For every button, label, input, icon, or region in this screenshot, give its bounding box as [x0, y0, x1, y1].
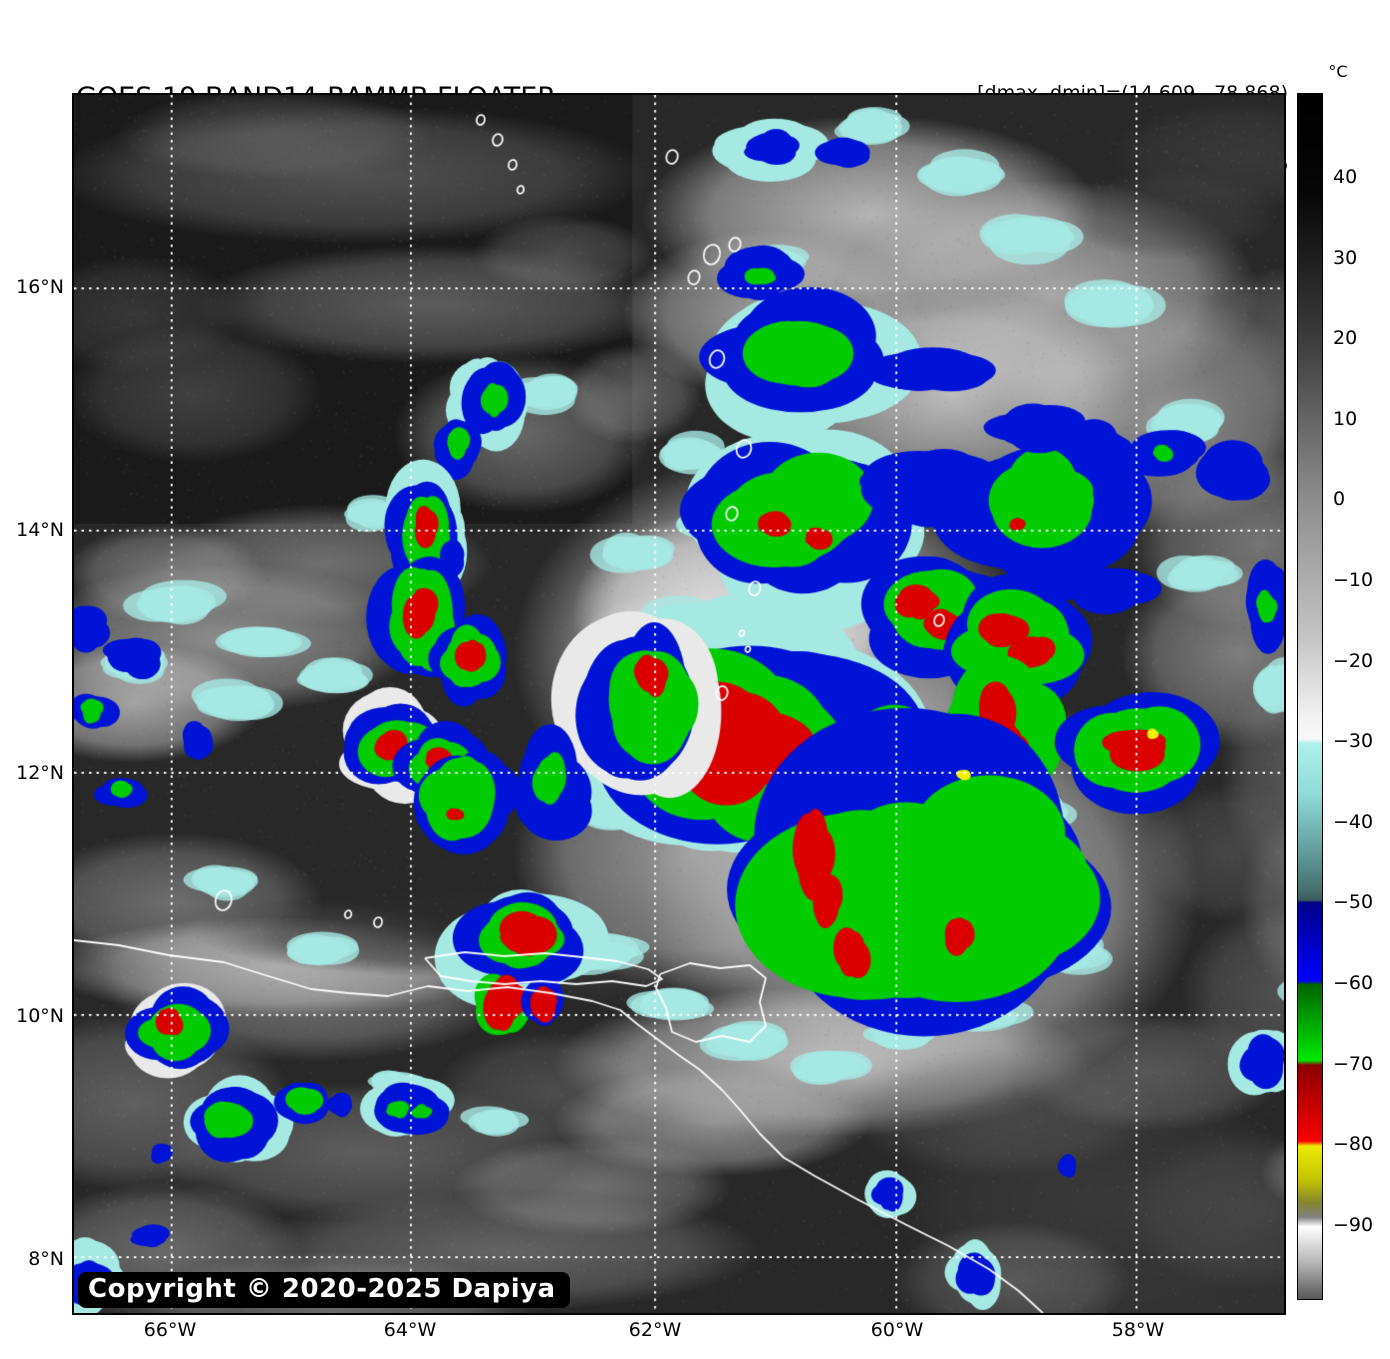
- cbar-tick: −60: [1333, 972, 1374, 994]
- copyright-watermark: Copyright © 2020-2025 Dapiya: [78, 1272, 570, 1308]
- colorbar-unit-label: °C: [1328, 62, 1348, 81]
- cbar-tick: 30: [1333, 247, 1358, 269]
- satellite-map: Copyright © 2020-2025 Dapiya: [72, 93, 1286, 1315]
- lat-tick-16n: 16°N: [16, 276, 64, 298]
- cbar-tick: 40: [1333, 166, 1358, 188]
- lat-tick-8n: 8°N: [28, 1248, 64, 1270]
- lat-tick-14n: 14°N: [16, 519, 64, 541]
- lon-tick-64w: 64°W: [383, 1319, 437, 1341]
- lat-tick-10n: 10°N: [16, 1005, 64, 1027]
- satellite-imagery-canvas: [74, 95, 1284, 1313]
- cbar-tick: 0: [1333, 488, 1346, 510]
- temperature-colorbar: [1297, 93, 1323, 1300]
- lon-tick-58w: 58°W: [1111, 1319, 1165, 1341]
- cbar-tick: −70: [1333, 1053, 1374, 1075]
- lat-tick-12n: 12°N: [16, 762, 64, 784]
- lon-tick-66w: 66°W: [143, 1319, 197, 1341]
- cbar-tick: −50: [1333, 891, 1374, 913]
- cbar-tick: 10: [1333, 408, 1358, 430]
- cbar-tick: −80: [1333, 1133, 1374, 1155]
- lon-tick-60w: 60°W: [870, 1319, 924, 1341]
- cbar-tick: 20: [1333, 327, 1358, 349]
- cbar-tick: −30: [1333, 730, 1374, 752]
- cbar-tick: −10: [1333, 569, 1374, 591]
- cbar-tick: −40: [1333, 811, 1374, 833]
- lon-tick-62w: 62°W: [628, 1319, 682, 1341]
- cbar-tick: −20: [1333, 650, 1374, 672]
- cbar-tick: −90: [1333, 1214, 1374, 1236]
